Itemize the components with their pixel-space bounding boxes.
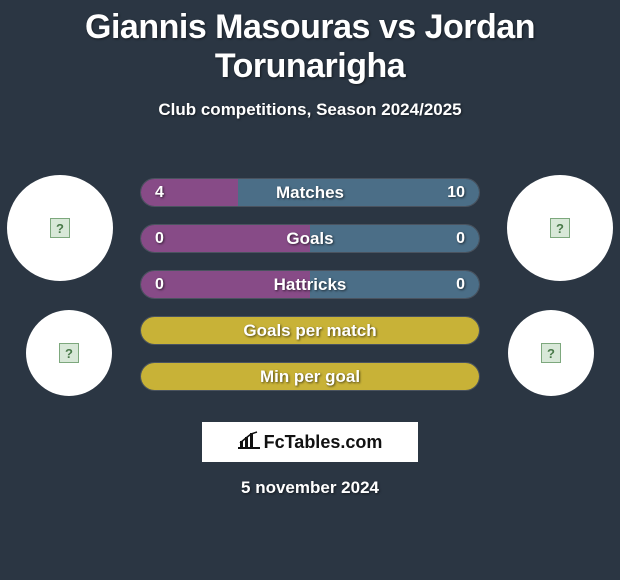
club-left-logo: ? — [26, 310, 112, 396]
bar-label: Min per goal — [141, 367, 479, 387]
site-logo: FcTables.com — [202, 422, 418, 462]
stat-bar: 00Hattricks — [140, 270, 480, 299]
player-left-avatar: ? — [7, 175, 113, 281]
subtitle: Club competitions, Season 2024/2025 — [0, 100, 620, 120]
date-label: 5 november 2024 — [0, 478, 620, 498]
bar-label: Hattricks — [141, 275, 479, 295]
image-placeholder-icon: ? — [59, 343, 79, 363]
bar-label: Goals per match — [141, 321, 479, 341]
stat-bars: 410Matches 00Goals 00Hattricks Goals per ma… — [140, 178, 480, 408]
image-placeholder-icon: ? — [50, 218, 70, 238]
stat-bar: Goals per match — [140, 316, 480, 345]
player-right-avatar: ? — [507, 175, 613, 281]
page-title: Giannis Masouras vs Jordan Torunarigha — [0, 0, 620, 86]
comparison-area: ? ? ? ? 410Matches 00Goals 00Hattricks Goal… — [0, 150, 620, 410]
logo-text: FcTables.com — [264, 432, 383, 453]
bar-label: Matches — [141, 183, 479, 203]
image-placeholder-icon: ? — [550, 218, 570, 238]
chart-icon — [238, 431, 260, 454]
club-right-logo: ? — [508, 310, 594, 396]
bar-label: Goals — [141, 229, 479, 249]
stat-bar: 410Matches — [140, 178, 480, 207]
stat-bar: 00Goals — [140, 224, 480, 253]
image-placeholder-icon: ? — [541, 343, 561, 363]
stat-bar: Min per goal — [140, 362, 480, 391]
